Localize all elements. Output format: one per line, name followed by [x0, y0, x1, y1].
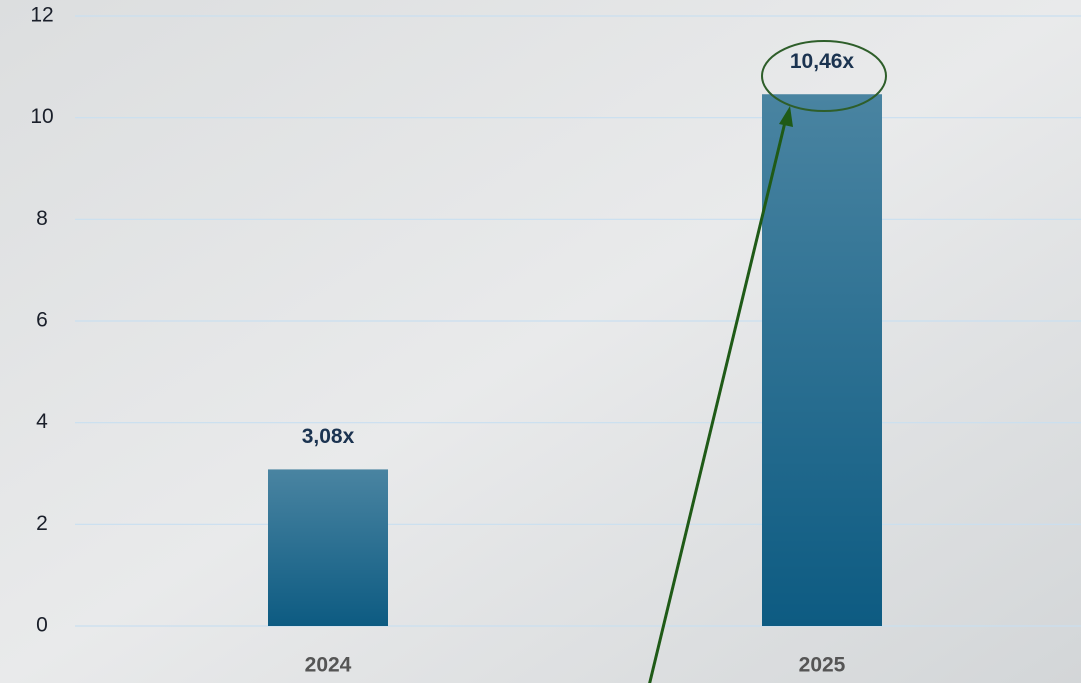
- bar-shade: [762, 94, 882, 627]
- x-tick-label: 2024: [305, 654, 352, 677]
- value-label: 10,46x: [790, 50, 855, 73]
- y-tick-label: 6: [36, 309, 48, 332]
- y-tick-label: 0: [36, 614, 48, 637]
- y-tick-label: 4: [36, 410, 48, 433]
- y-tick-label: 2: [36, 512, 48, 535]
- arrow-line: [648, 117, 788, 683]
- x-tick-label: 2025: [799, 654, 846, 677]
- bar-shade: [268, 469, 388, 626]
- plot-area: 0 2 4 6 8 10 12 2024 3,08x 2025 10,46x: [30, 4, 1081, 677]
- y-tick-label: 8: [36, 207, 48, 230]
- highlight-ellipse: [761, 40, 887, 112]
- y-tick-label: 12: [30, 4, 53, 27]
- value-label: 3,08x: [302, 425, 355, 448]
- y-tick-label: 10: [30, 105, 53, 128]
- arrow-head: [779, 106, 793, 127]
